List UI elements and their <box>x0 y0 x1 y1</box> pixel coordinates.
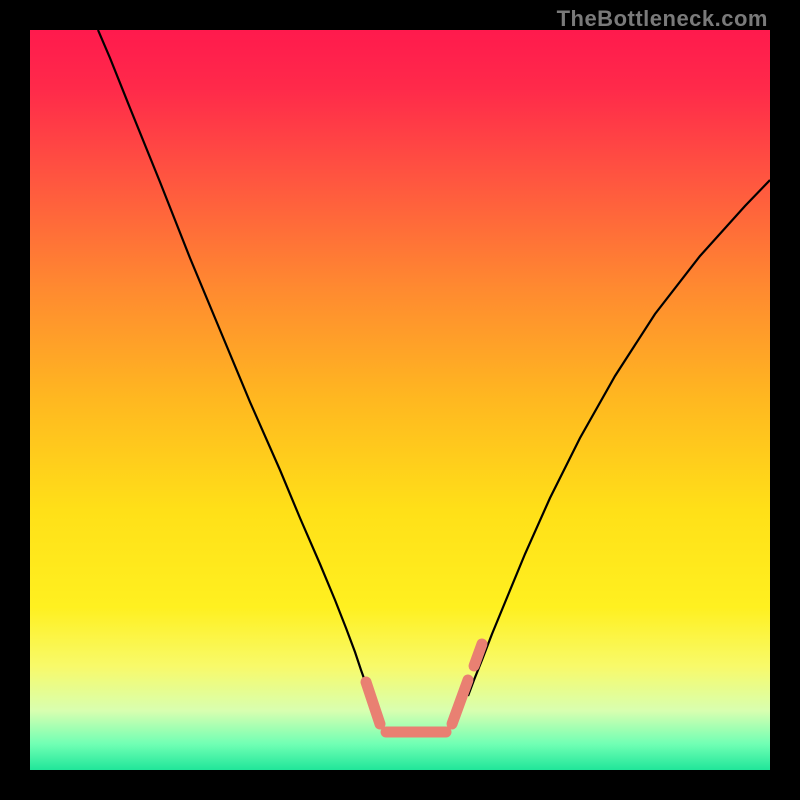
chart-svg <box>30 30 770 770</box>
watermark-text: TheBottleneck.com <box>557 6 768 32</box>
outer-frame: TheBottleneck.com <box>0 0 800 800</box>
valley-segment <box>474 644 482 666</box>
plot-area <box>30 30 770 770</box>
gradient-background <box>30 30 770 770</box>
